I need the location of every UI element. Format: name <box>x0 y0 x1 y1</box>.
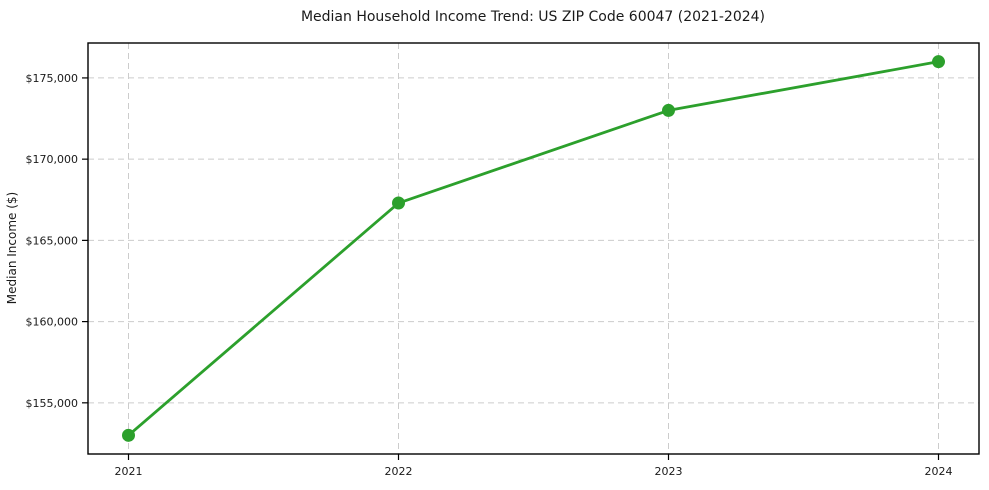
plot-area: $155,000 $160,000 $165,000 $170,000 $175,000… <box>26 42 980 478</box>
data-point-2023 <box>662 103 675 117</box>
x-tick-label: 2024 <box>925 465 953 478</box>
y-tick-label: $170,000 <box>26 153 79 166</box>
x-tick-label: 2021 <box>115 465 143 478</box>
y-tick-label: $175,000 <box>26 72 79 85</box>
data-point-2022 <box>392 196 405 210</box>
data-point-2021 <box>122 428 135 442</box>
y-axis-title: Median Income ($) <box>5 192 19 304</box>
data-point-2024 <box>932 55 945 69</box>
y-tick-label: $155,000 <box>26 397 79 410</box>
trend-line <box>127 60 940 437</box>
x-tick-label: 2022 <box>385 465 413 478</box>
y-tick-label: $165,000 <box>26 234 79 247</box>
y-tick-label: $160,000 <box>26 316 79 329</box>
x-tick-label: 2023 <box>655 465 683 478</box>
plot-frame <box>87 42 980 455</box>
chart-title: Median Household Income Trend: US ZIP Co… <box>301 9 765 25</box>
